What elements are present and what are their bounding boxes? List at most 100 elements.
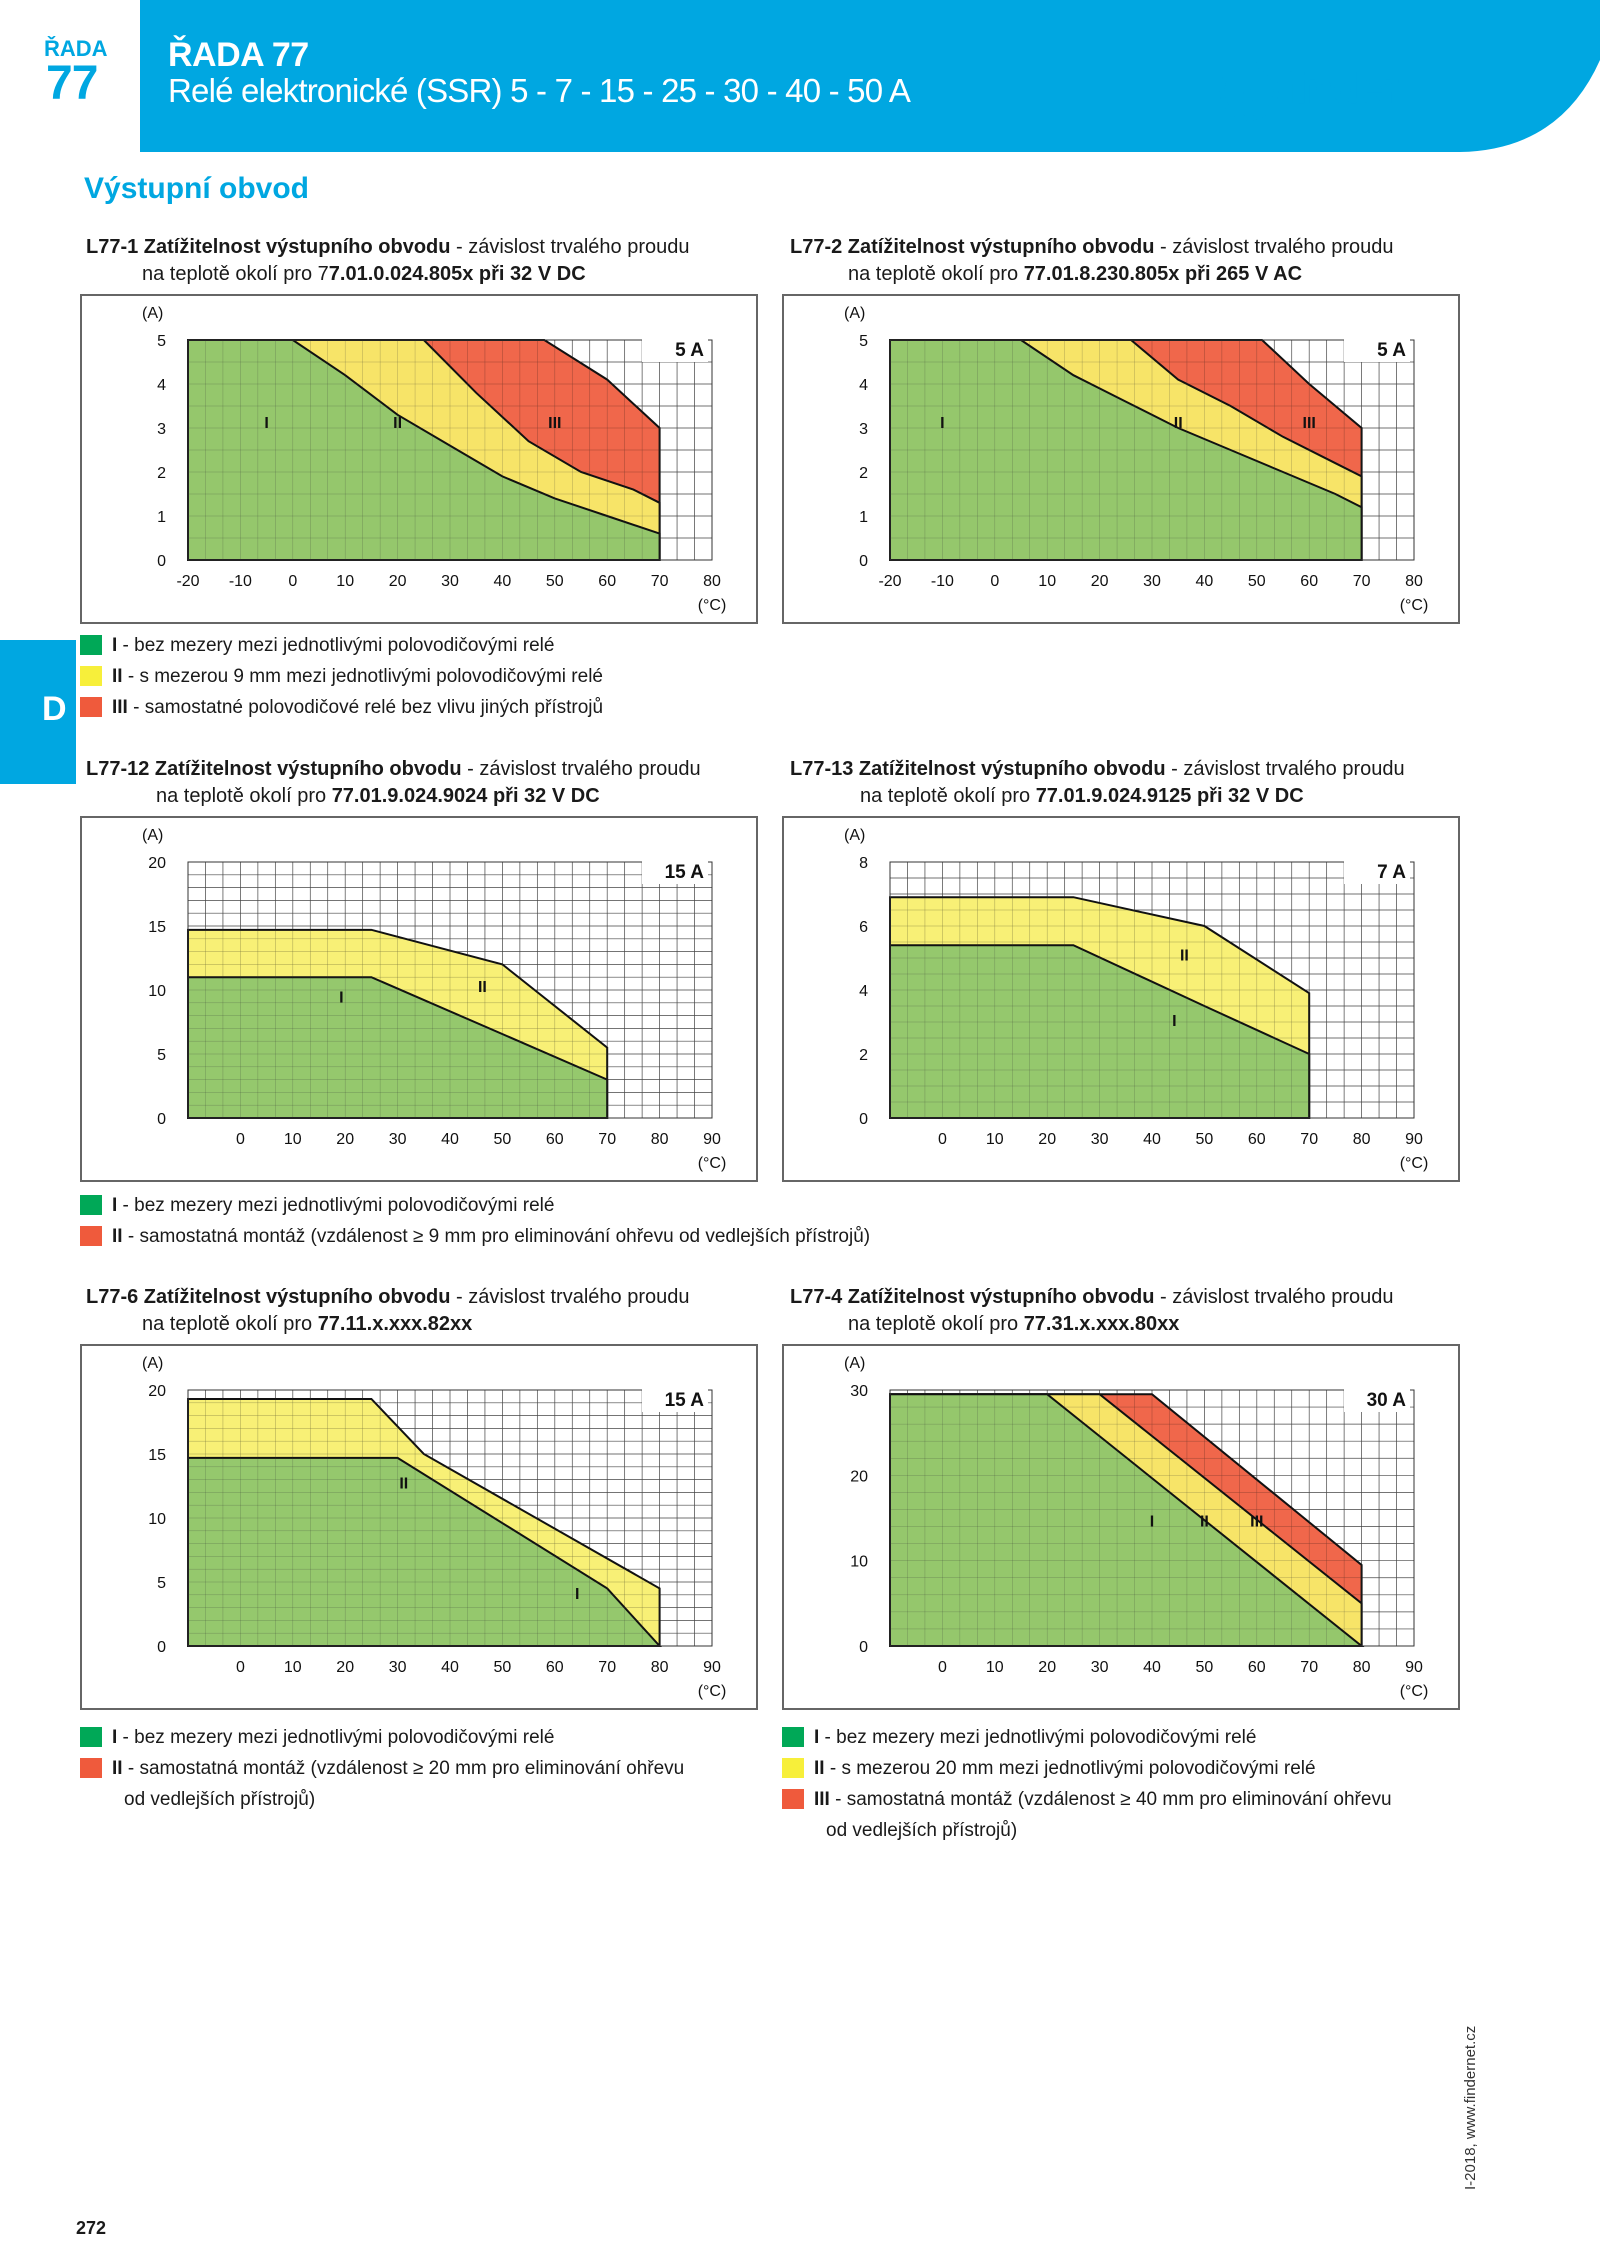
- legend-swatch-yellow: [782, 1758, 804, 1778]
- x-tick-label: 0: [938, 1131, 947, 1148]
- zone-label: I: [940, 415, 944, 432]
- x-unit-label: (°C): [1400, 1683, 1429, 1700]
- zone-label: II: [478, 979, 487, 996]
- legend-key: I: [112, 1727, 118, 1748]
- x-tick-label: 30: [1091, 1659, 1109, 1676]
- rating-label: 5 A: [1377, 340, 1406, 361]
- zone-label: I: [339, 990, 343, 1007]
- x-tick-label: 20: [389, 573, 407, 590]
- caption-model: 77.11.x.xxx.82xx: [317, 1313, 473, 1335]
- zone-label: III: [1250, 1514, 1263, 1531]
- caption-model: 77.01.9.024.9024 při 32 V DC: [331, 785, 600, 807]
- caption-text: na teplotě okolí pro 7: [142, 263, 329, 285]
- caption-text: - závislost trvalého proudu: [450, 236, 690, 258]
- y-tick-label: 2: [859, 465, 868, 482]
- x-tick-label: 70: [1300, 1131, 1318, 1148]
- y-tick-label: 4: [859, 377, 868, 394]
- x-tick-label: 50: [1196, 1659, 1214, 1676]
- zone-label: I: [1172, 1013, 1176, 1030]
- legend-bottom-right: I - bez mezery mezi jednotlivými polovod…: [782, 1722, 1392, 1846]
- y-tick-label: 0: [859, 1639, 868, 1656]
- x-tick-label: 0: [938, 1659, 947, 1676]
- y-unit-label: (A): [142, 305, 163, 322]
- rating-label: 7 A: [1377, 862, 1406, 883]
- legend-item: II - s mezerou 9 mm mezi jednotlivými po…: [80, 661, 603, 692]
- caption-title: L77-1 Zatížitelnost výstupního obvodu: [86, 236, 451, 258]
- y-unit-label: (A): [844, 827, 865, 844]
- legend-swatch-red: [80, 697, 102, 717]
- x-tick-label: 40: [441, 1659, 459, 1676]
- x-tick-label: 80: [1353, 1659, 1371, 1676]
- x-tick-label: 70: [598, 1131, 616, 1148]
- caption-l77-4: L77-4 Zatížitelnost výstupního obvodu - …: [790, 1284, 1393, 1338]
- zone-label: I: [1150, 1514, 1154, 1531]
- y-tick-label: 10: [148, 983, 166, 1000]
- legend-item: I - bez mezery mezi jednotlivými polovod…: [782, 1722, 1392, 1753]
- legend-text: od vedlejších přístrojů): [124, 1789, 316, 1810]
- zone-label: II: [399, 1476, 408, 1493]
- legend-text: - s mezerou 9 mm mezi jednotlivými polov…: [122, 666, 603, 687]
- rating-box: [1344, 1386, 1410, 1412]
- chart-l77-4: 0 10 20 30 40 50 60 70 80 90 0 10 20 30 (A) (°C) 30 A I II…: [782, 1344, 1460, 1710]
- x-tick-label: 40: [1143, 1131, 1161, 1148]
- x-tick-label: 90: [703, 1659, 721, 1676]
- y-tick-label: 10: [850, 1554, 868, 1571]
- x-tick-label: 60: [546, 1659, 564, 1676]
- x-tick-label: 40: [1143, 1659, 1161, 1676]
- rating-box: [642, 1386, 708, 1412]
- legend-swatch-green: [80, 1727, 102, 1747]
- legend-key: II: [814, 1758, 825, 1779]
- x-tick-label: 70: [651, 573, 669, 590]
- x-tick-label: 20: [1038, 1659, 1056, 1676]
- caption-model: 77.01.9.024.9125 při 32 V DC: [1035, 785, 1304, 807]
- x-tick-label: 0: [288, 573, 297, 590]
- x-tick-label: -10: [229, 573, 252, 590]
- zone-label: I: [575, 1586, 579, 1603]
- y-tick-label: 3: [157, 421, 166, 438]
- x-tick-label: -10: [931, 573, 954, 590]
- x-unit-label: (°C): [698, 1683, 727, 1700]
- footer-note: I-2018, www.findernet.cz: [1462, 2025, 1479, 2190]
- caption-l77-2: L77-2 Zatížitelnost výstupního obvodu - …: [790, 234, 1393, 288]
- x-tick-label: -20: [878, 573, 901, 590]
- x-tick-label: 60: [1248, 1131, 1266, 1148]
- caption-l77-1: L77-1 Zatížitelnost výstupního obvodu - …: [86, 234, 689, 288]
- y-tick-label: 6: [859, 919, 868, 936]
- caption-l77-12: L77-12 Zatížitelnost výstupního obvodu -…: [86, 756, 701, 810]
- legend-key: II: [112, 666, 123, 687]
- legend-key: I: [112, 1195, 118, 1216]
- legend-swatch-green: [80, 1195, 102, 1215]
- caption-text: na teplotě okolí pro: [848, 263, 1024, 285]
- x-tick-label: 70: [598, 1659, 616, 1676]
- zone-label: III: [1303, 415, 1316, 432]
- x-tick-label: 10: [284, 1659, 302, 1676]
- legend-text: - bez mezery mezi jednotlivými polovodič…: [117, 1727, 555, 1748]
- caption-text: - závislost trvalého proudu: [450, 1286, 690, 1308]
- legend-key: III: [814, 1789, 830, 1810]
- caption-title: L77-4 Zatížitelnost výstupního obvodu: [790, 1286, 1155, 1308]
- x-tick-label: 90: [1405, 1131, 1423, 1148]
- page-number: 272: [76, 2218, 107, 2238]
- section-title: Výstupní obvod: [84, 172, 309, 205]
- y-tick-label: 5: [157, 1047, 166, 1064]
- rating-label: 5 A: [675, 340, 704, 361]
- legend-key: I: [814, 1727, 820, 1748]
- y-tick-label: 15: [148, 919, 166, 936]
- x-tick-label: 80: [1405, 573, 1423, 590]
- side-tab: D: [0, 640, 76, 784]
- x-tick-label: 80: [1353, 1131, 1371, 1148]
- x-tick-label: 70: [1353, 573, 1371, 590]
- x-tick-label: 60: [598, 573, 616, 590]
- zone-label: II: [393, 415, 402, 432]
- x-tick-label: 90: [703, 1131, 721, 1148]
- legend-item: II - samostatná montáž (vzdálenost ≥ 20 …: [80, 1753, 684, 1815]
- header-title: ŘADA 77: [168, 36, 309, 74]
- x-tick-label: -20: [176, 573, 199, 590]
- legend-swatch-red: [782, 1789, 804, 1809]
- legend-text: - samostatná montáž (vzdálenost ≥ 20 mm …: [122, 1758, 685, 1779]
- plot-frame: [889, 861, 1415, 1119]
- y-tick-label: 20: [148, 1383, 166, 1400]
- legend-item: II - samostatná montáž (vzdálenost ≥ 9 m…: [80, 1221, 870, 1252]
